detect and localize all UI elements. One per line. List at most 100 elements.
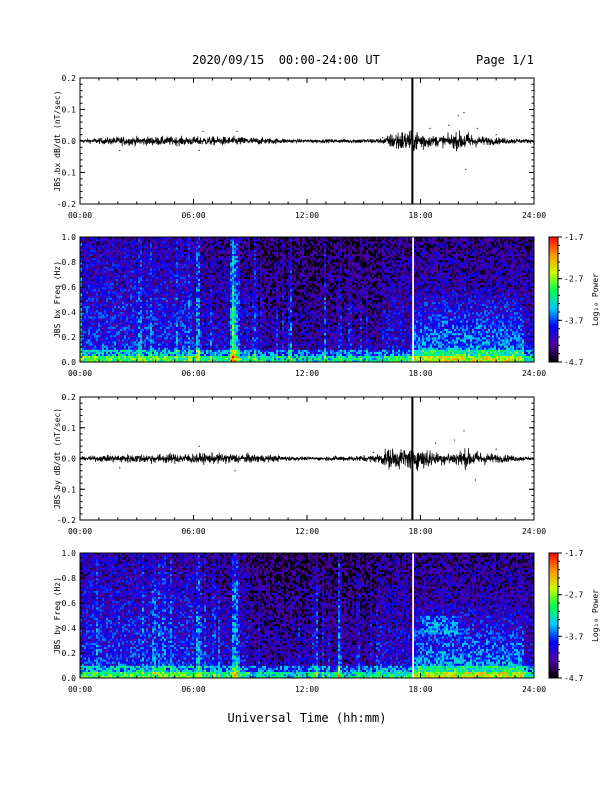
heatmap-cell	[202, 250, 204, 252]
heatmap-cell	[150, 279, 152, 281]
heatmap-cell	[152, 266, 154, 268]
heatmap-cell	[230, 281, 232, 283]
heatmap-cell	[186, 358, 188, 360]
heatmap-cell	[94, 352, 96, 354]
heatmap-cell	[164, 243, 166, 245]
heatmap-cell	[92, 295, 94, 297]
heatmap-cell	[204, 245, 206, 247]
heatmap-cell	[188, 310, 190, 312]
heatmap-cell	[216, 287, 218, 289]
heatmap-cell	[114, 306, 116, 308]
heatmap-cell	[104, 279, 106, 281]
heatmap-cell	[238, 254, 240, 256]
heatmap-cell	[196, 322, 198, 324]
heatmap-cell	[138, 266, 140, 268]
heatmap-cell	[160, 279, 162, 281]
heatmap-cell	[112, 345, 114, 347]
heatmap-cell	[156, 333, 158, 335]
heatmap-cell	[122, 266, 124, 268]
heatmap-cell	[192, 252, 194, 254]
heatmap-cell	[88, 331, 90, 333]
heatmap-cell	[204, 252, 206, 254]
heatmap-cell	[206, 250, 208, 252]
heatmap-cell	[212, 275, 214, 277]
heatmap-cell	[224, 266, 226, 268]
heatmap-cell	[140, 316, 142, 318]
heatmap-cell	[120, 312, 122, 314]
heatmap-cell	[96, 283, 98, 285]
heatmap-cell	[214, 335, 216, 337]
heatmap-cell	[102, 350, 104, 352]
heatmap-cell	[196, 247, 198, 249]
heatmap-cell	[224, 270, 226, 272]
heatmap-cell	[92, 345, 94, 347]
heatmap-cell	[108, 345, 110, 347]
heatmap-cell	[174, 295, 176, 297]
heatmap-cell	[164, 341, 166, 343]
heatmap-cell	[180, 283, 182, 285]
heatmap-cell	[234, 329, 236, 331]
heatmap-cell	[116, 345, 118, 347]
heatmap-cell	[226, 316, 228, 318]
heatmap-cell	[94, 347, 96, 349]
heatmap-cell	[132, 243, 134, 245]
heatmap-cell	[112, 260, 114, 262]
heatmap-cell	[196, 264, 198, 266]
heatmap-cell	[204, 318, 206, 320]
heatmap-cell	[90, 329, 92, 331]
heatmap-cell	[130, 243, 132, 245]
heatmap-cell	[188, 333, 190, 335]
heatmap-cell	[182, 275, 184, 277]
heatmap-cell	[116, 285, 118, 287]
heatmap-cell	[124, 335, 126, 337]
heatmap-cell	[122, 285, 124, 287]
heatmap-cell	[100, 256, 102, 258]
series-point	[202, 131, 203, 132]
heatmap-cell	[168, 314, 170, 316]
heatmap-cell	[82, 304, 84, 306]
heatmap-cell	[162, 281, 164, 283]
heatmap-cell	[202, 239, 204, 241]
heatmap-cell	[96, 287, 98, 289]
heatmap-cell	[112, 281, 114, 283]
heatmap-cell	[142, 297, 144, 299]
heatmap-cell	[164, 316, 166, 318]
heatmap-cell	[182, 260, 184, 262]
heatmap-cell	[110, 322, 112, 324]
heatmap-cell	[94, 268, 96, 270]
heatmap-cell	[142, 331, 144, 333]
heatmap-cell	[124, 254, 126, 256]
heatmap-cell	[128, 256, 130, 258]
heatmap-cell	[96, 256, 98, 258]
heatmap-cell	[200, 239, 202, 241]
heatmap-cell	[126, 310, 128, 312]
heatmap-cell	[122, 358, 124, 360]
heatmap-cell	[116, 295, 118, 297]
heatmap-cell	[210, 300, 212, 302]
heatmap-cell	[160, 316, 162, 318]
heatmap-cell	[122, 289, 124, 291]
heatmap-cell	[154, 352, 156, 354]
heatmap-cell	[196, 341, 198, 343]
heatmap-cell	[104, 252, 106, 254]
heatmap-cell	[134, 247, 136, 249]
heatmap-cell	[210, 302, 212, 304]
heatmap-cell	[210, 277, 212, 279]
heatmap-cell	[168, 283, 170, 285]
heatmap-cell	[124, 310, 126, 312]
heatmap-cell	[186, 245, 188, 247]
heatmap-cell	[172, 331, 174, 333]
heatmap-cell	[142, 285, 144, 287]
heatmap-cell	[112, 262, 114, 264]
heatmap-cell	[138, 325, 140, 327]
heatmap-cell	[160, 285, 162, 287]
heatmap-cell	[162, 347, 164, 349]
heatmap-cell	[104, 306, 106, 308]
heatmap-cell	[178, 297, 180, 299]
heatmap-cell	[134, 277, 136, 279]
heatmap-cell	[136, 297, 138, 299]
heatmap-cell	[86, 270, 88, 272]
heatmap-cell	[142, 272, 144, 274]
heatmap-cell	[228, 245, 230, 247]
heatmap-cell	[144, 304, 146, 306]
